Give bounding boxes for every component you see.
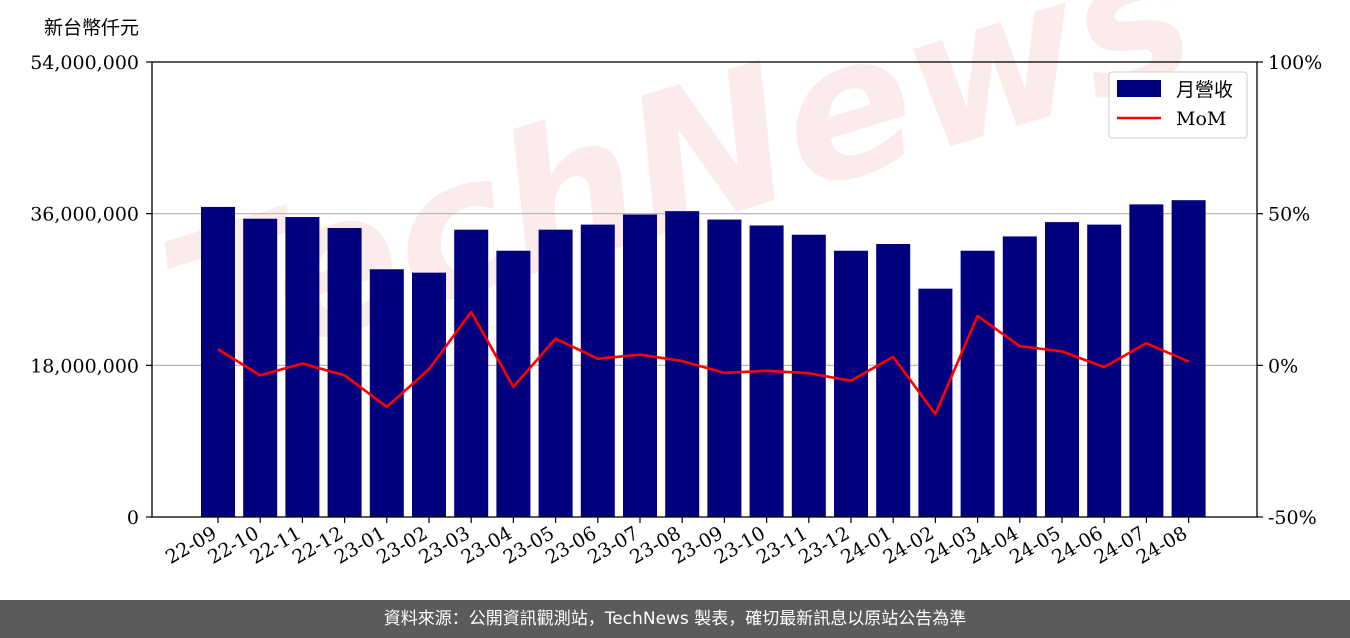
y-right-tick-label: 0% xyxy=(1268,355,1298,377)
revenue-bar xyxy=(1002,236,1037,517)
revenue-bar xyxy=(201,206,235,518)
revenue-bar xyxy=(580,224,615,518)
revenue-bar xyxy=(538,229,573,518)
y-right-tick-label: -50% xyxy=(1268,507,1317,529)
revenue-bar xyxy=(876,244,911,517)
revenue-bar xyxy=(960,250,995,518)
revenue-bar xyxy=(412,272,446,517)
revenue-bar xyxy=(1129,204,1164,518)
revenue-bar xyxy=(707,219,742,517)
legend-label-revenue: 月營收 xyxy=(1176,79,1233,101)
revenue-chart: 0 18,000,000 36,000,000 54,000,000 -50% 0% 50%… xyxy=(30,17,1322,569)
y-left-tick-label: 54,000,000 xyxy=(30,52,139,74)
revenue-bar xyxy=(454,229,489,518)
y-axis-unit-label: 新台幣仟元 xyxy=(44,17,139,39)
legend-swatch-revenue xyxy=(1117,80,1161,97)
y-left-tick-label: 36,000,000 xyxy=(30,204,139,226)
y-left-tick-label: 18,000,000 xyxy=(30,355,139,377)
revenue-bar xyxy=(623,214,657,517)
revenue-bar xyxy=(496,250,531,518)
y-left-tick-label: 0 xyxy=(127,507,139,529)
y-right-tick-label: 100% xyxy=(1268,52,1322,74)
source-footer: 資料來源：公開資訊觀測站，TechNews 製表，確切最新訊息以原站公告為準 xyxy=(0,600,1350,638)
y-right-tick-label: 50% xyxy=(1268,204,1310,226)
revenue-bar xyxy=(1087,224,1122,518)
plot-frame xyxy=(151,61,1258,518)
revenue-bar xyxy=(834,250,868,518)
revenue-bar xyxy=(1045,222,1079,517)
legend-label-mom: MoM xyxy=(1176,108,1226,130)
revenue-bar xyxy=(1171,200,1206,517)
revenue-bar xyxy=(918,288,953,517)
mom-line xyxy=(217,310,1190,416)
revenue-bar xyxy=(369,269,404,517)
